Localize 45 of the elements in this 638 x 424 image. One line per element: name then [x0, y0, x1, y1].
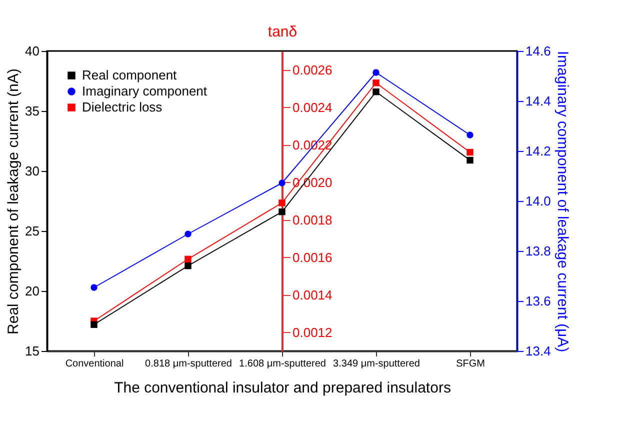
point	[184, 256, 192, 262]
x-tick-label: 0.818 μm-sputtered	[145, 358, 232, 370]
y2-axis-title: Imaginary component of leakage current (μA)	[554, 50, 571, 352]
y2-tick-label: 14.2	[526, 144, 551, 158]
y-tick-label: 20	[25, 284, 40, 298]
legend-label: Imaginary component	[82, 84, 208, 98]
x-tick-label: SFGM	[456, 358, 485, 370]
point	[278, 200, 286, 206]
point	[466, 156, 474, 164]
y-tick-label: 15	[25, 344, 40, 358]
y2-tick-label: 14.4	[526, 94, 551, 108]
point	[372, 88, 380, 96]
y2-tick-label: 14.6	[526, 44, 551, 58]
y3-tick-label: 0.0018	[292, 212, 332, 228]
y-axis-title: Real component of leakage current (nA)	[5, 68, 22, 334]
y3-axis-title: tanδ	[268, 24, 298, 40]
x-tick-label: 3.349 μm-sputtered	[333, 358, 420, 370]
x-tick-label: 1.608 μm-sputtered	[239, 358, 326, 370]
point	[466, 132, 474, 138]
point	[372, 69, 380, 76]
y2-tick-label: 13.6	[526, 294, 551, 308]
point	[184, 230, 192, 238]
legend-label: Dielectric loss	[82, 100, 163, 114]
point	[184, 262, 192, 270]
y3-tick-label: 0.0012	[292, 324, 332, 340]
point	[278, 208, 286, 216]
y-tick-label: 25	[25, 224, 40, 238]
y-tick-label: 30	[25, 164, 40, 178]
y3-tick-label: 0.0026	[292, 62, 332, 78]
y3-tick-label: 0.0024	[292, 100, 332, 115]
y-tick-label: 40	[25, 44, 40, 58]
legend-label: Real component	[82, 68, 178, 82]
x-axis-title: The conventional insulator and prepared insulators	[114, 380, 451, 396]
y2-tick-label: 13.8	[526, 244, 551, 258]
point	[372, 80, 380, 86]
y2-tick-label: 14.0	[526, 194, 551, 208]
x-tick-label: Conventional	[65, 358, 124, 370]
y3-tick-label: 0.0016	[292, 250, 332, 265]
point	[90, 321, 98, 328]
point	[278, 180, 286, 186]
point	[466, 148, 474, 156]
y-tick-label: 35	[25, 104, 40, 118]
point	[90, 284, 98, 291]
y2-tick-label: 13.4	[526, 344, 551, 358]
y3-tick-label: 0.0014	[292, 287, 332, 302]
